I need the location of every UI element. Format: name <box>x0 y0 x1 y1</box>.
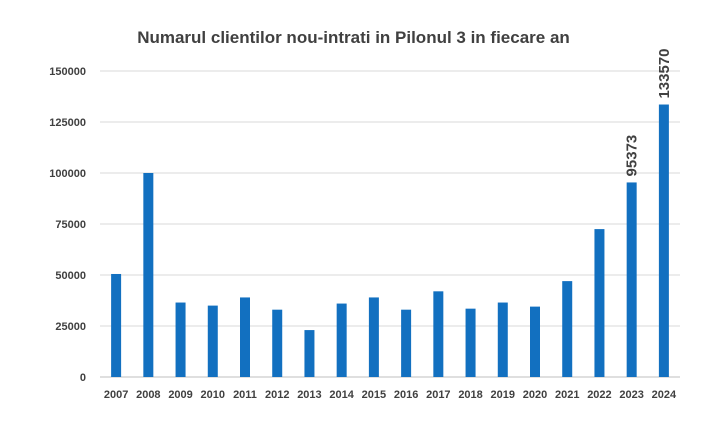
x-tick-label: 2012 <box>265 389 289 401</box>
x-tick-label: 2019 <box>491 389 515 401</box>
x-tick-label: 2020 <box>523 389 547 401</box>
bar <box>111 273 122 377</box>
bar <box>465 308 476 377</box>
x-tick-label: 2023 <box>619 389 643 401</box>
x-tick-label: 2021 <box>555 389 579 401</box>
bar <box>240 297 250 377</box>
data-label: 133570 <box>656 48 673 98</box>
x-tick-label: 2015 <box>362 389 386 401</box>
x-tick-label: 2018 <box>458 389 482 401</box>
bar <box>336 303 347 377</box>
bar <box>401 309 412 377</box>
y-tick-label: 50000 <box>55 270 86 282</box>
bar <box>304 330 315 377</box>
x-tick-label: 2016 <box>394 389 418 401</box>
y-tick-label: 100000 <box>49 168 86 180</box>
x-tick-label: 2008 <box>136 389 160 401</box>
x-tick-label: 2024 <box>652 389 677 401</box>
bar <box>143 173 154 377</box>
chart-title: Numarul clientilor nou-intrati in Pilonu… <box>137 28 570 47</box>
y-tick-label: 25000 <box>55 321 86 333</box>
bar <box>207 305 218 377</box>
x-tick-label: 2013 <box>297 389 321 401</box>
bar <box>497 302 508 377</box>
bar <box>433 291 444 377</box>
y-tick-label: 0 <box>80 372 86 384</box>
x-tick-label: 2009 <box>168 389 192 401</box>
bar <box>626 182 637 377</box>
bar <box>368 297 379 377</box>
x-tick-label: 2011 <box>233 389 257 401</box>
bar <box>658 104 669 377</box>
x-tick-label: 2017 <box>426 389 450 401</box>
x-tick-label: 2010 <box>201 389 225 401</box>
x-tick-label: 2022 <box>587 389 611 401</box>
x-tick-label: 2007 <box>104 389 128 401</box>
bar <box>272 309 283 377</box>
bar <box>175 302 186 377</box>
bar <box>530 306 540 377</box>
x-tick-label: 2014 <box>329 389 354 401</box>
bar <box>562 281 573 377</box>
bar <box>594 229 605 377</box>
y-tick-label: 125000 <box>49 117 86 129</box>
y-tick-label: 75000 <box>55 219 86 231</box>
y-tick-label: 150000 <box>49 66 86 78</box>
data-label: 95373 <box>624 135 641 177</box>
